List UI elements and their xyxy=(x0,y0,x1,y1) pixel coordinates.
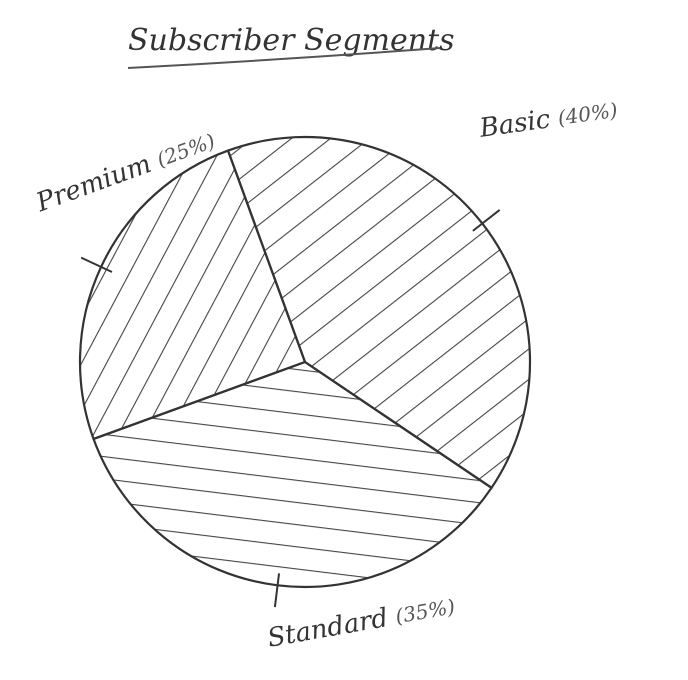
label-tick xyxy=(472,209,501,232)
title-underline xyxy=(127,47,441,69)
slice-label: Standard (35%) xyxy=(265,591,457,654)
category-label: Premium xyxy=(32,149,156,218)
value-label: (40%) xyxy=(556,97,619,129)
label-tick xyxy=(80,256,113,273)
value-label: (35%) xyxy=(393,594,456,628)
category-label: Standard xyxy=(265,603,390,654)
category-label: Basic xyxy=(477,104,553,144)
pie: Premium(25%)Basic (40%)Standard (35%) xyxy=(32,95,620,654)
chart-title: Subscriber Segments xyxy=(128,23,455,58)
slice-label: Basic (40%) xyxy=(477,95,620,144)
label-tick xyxy=(273,573,281,608)
